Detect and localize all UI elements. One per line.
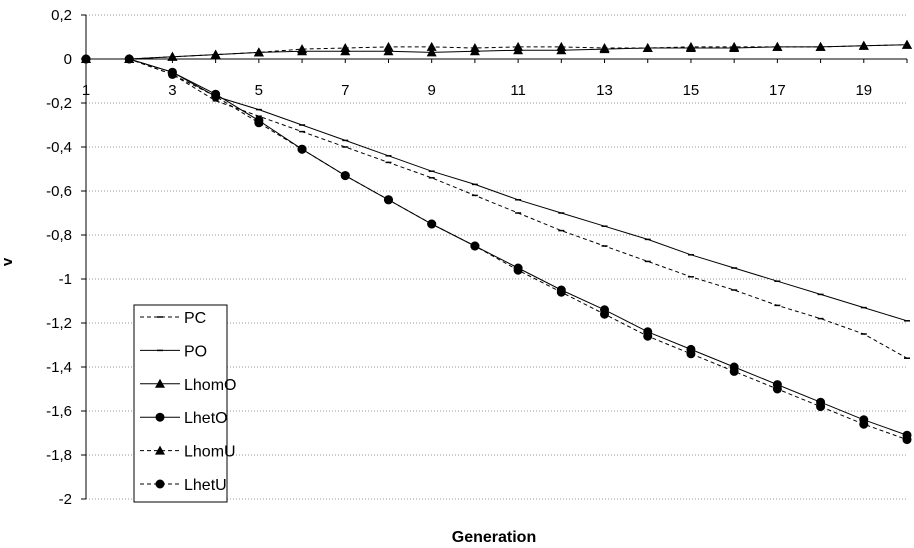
legend-label: LhetU	[184, 477, 227, 494]
x-tick-label: 3	[168, 82, 176, 99]
legend-label: LhomO	[184, 377, 236, 394]
legend: PC PO LhomO LhetO LhomU LhetU	[133, 304, 236, 503]
triangle-marker	[167, 51, 178, 61]
legend-label: PC	[184, 310, 206, 327]
x-tick-label: 19	[855, 82, 872, 99]
triangle-marker	[210, 49, 221, 59]
x-tick-label: 1	[82, 82, 90, 99]
legend-item: PC	[140, 310, 206, 327]
series-lhomo	[81, 39, 912, 63]
circle-marker	[600, 309, 610, 319]
x-tick-label: 9	[428, 82, 436, 99]
series-line	[86, 58, 908, 436]
circle-marker	[81, 54, 91, 64]
legend-item: LhetU	[140, 477, 227, 494]
circle-marker	[816, 402, 826, 412]
triangle-marker	[729, 41, 740, 51]
y-axis-label: v	[0, 257, 16, 266]
x-tick-label: 7	[341, 82, 349, 99]
circle-marker	[556, 287, 566, 297]
legend-box	[133, 304, 228, 503]
x-tick-label: 17	[769, 82, 786, 99]
y-tick-label: 0	[64, 51, 72, 68]
y-tick-label: -1,2	[46, 315, 72, 332]
y-tick-label: -2	[59, 491, 72, 508]
y-tick-label: -1,8	[46, 447, 72, 464]
x-tick-label: 5	[255, 82, 263, 99]
x-axis-label: Generation	[452, 529, 536, 546]
triangle-marker	[772, 41, 783, 51]
y-tick-label: -0,6	[46, 183, 72, 200]
series-lines	[81, 39, 912, 445]
circle-marker	[155, 479, 165, 489]
triangle-marker	[685, 41, 696, 51]
circle-marker	[729, 366, 739, 376]
triangle-marker	[383, 41, 394, 51]
legend-item: PO	[140, 343, 207, 360]
y-tick-label: -0,8	[46, 227, 72, 244]
series-line	[86, 44, 908, 60]
triangle-marker	[556, 41, 567, 51]
x-tick-label: 15	[683, 82, 700, 99]
y-tick-labels: 0,2 0 -0,2 -0,4 -0,6 -0,8 -1 -1,2 -1,4 -1,6 -1,8 -2	[46, 7, 72, 508]
legend-label: LhetO	[184, 410, 228, 427]
y-tick-label: 0,2	[51, 7, 72, 24]
circle-marker	[427, 219, 437, 229]
circle-marker	[513, 265, 523, 275]
circle-marker	[643, 331, 653, 341]
x-tick-label: 13	[596, 82, 613, 99]
triangle-marker	[902, 39, 912, 49]
triangle-marker	[340, 43, 351, 52]
circle-marker	[155, 412, 165, 422]
y-tick-label: -1	[59, 271, 72, 288]
circle-marker	[167, 69, 177, 79]
legend-item: LhetO	[140, 410, 228, 427]
series-line	[86, 44, 908, 60]
y-tick-label: -1,4	[46, 359, 72, 376]
triangle-marker	[642, 43, 653, 52]
circle-marker	[470, 241, 480, 251]
x-tick-labels: 1 3 5 7 9 11 13 15 17 19	[82, 82, 872, 99]
circle-marker	[902, 435, 912, 445]
series-po	[83, 58, 910, 322]
circle-marker	[124, 54, 134, 64]
series-line	[86, 58, 908, 441]
circle-marker	[859, 419, 869, 429]
triangle-marker	[253, 47, 264, 57]
triangle-marker	[513, 41, 524, 51]
circle-marker	[772, 384, 782, 394]
circle-marker	[383, 195, 393, 205]
triangle-marker	[469, 43, 480, 52]
legend-item: LhomU	[140, 444, 236, 461]
triangle-marker	[858, 40, 869, 50]
triangle-marker	[599, 43, 610, 52]
series-lhetu	[81, 54, 912, 445]
circle-marker	[254, 118, 264, 128]
circle-marker	[340, 171, 350, 181]
triangle-marker	[155, 378, 165, 388]
circle-marker	[211, 91, 221, 101]
triangle-marker	[426, 41, 437, 51]
triangle-marker	[426, 47, 437, 57]
y-tick-label: -0,2	[46, 95, 72, 112]
triangle-marker	[297, 44, 308, 54]
series-lhomu	[81, 39, 912, 63]
y-tick-label: -0,4	[46, 139, 72, 156]
legend-label: LhomU	[184, 444, 236, 461]
legend-label: PO	[184, 343, 207, 360]
legend-item: LhomO	[140, 377, 236, 394]
circle-marker	[686, 349, 696, 359]
triangle-marker	[815, 41, 826, 51]
series-line	[86, 58, 908, 359]
triangle-marker	[155, 445, 165, 455]
y-tick-label: -1,6	[46, 403, 72, 420]
x-tick-label: 11	[510, 82, 526, 99]
circle-marker	[297, 144, 307, 154]
